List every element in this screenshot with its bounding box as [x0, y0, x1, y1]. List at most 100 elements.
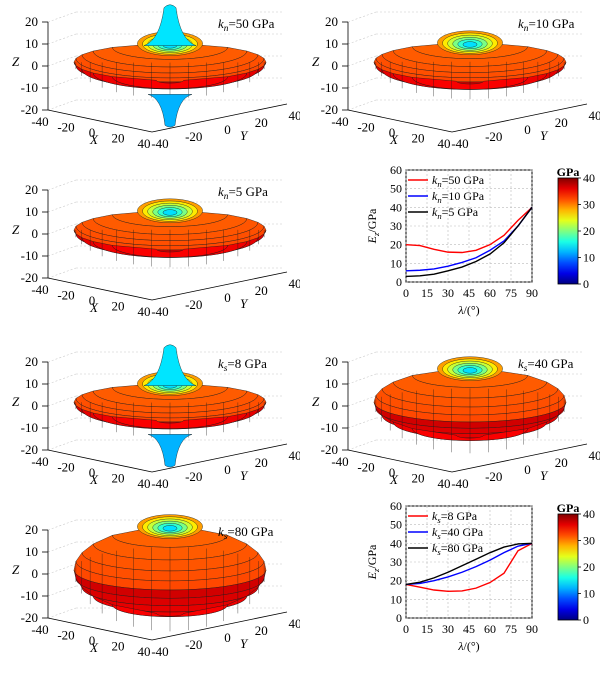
grid-line: [347, 351, 377, 363]
z-tick-label: 10: [25, 204, 38, 219]
grid-line: [47, 201, 77, 213]
x-axis: [347, 449, 453, 473]
y-axis-label: Y: [240, 468, 249, 483]
y-tick-label: 0: [524, 462, 531, 477]
y-tick-label: -40: [151, 476, 168, 491]
surface-peak-top: [143, 4, 197, 46]
surface-peak-bottom: [147, 94, 193, 128]
y-tick-label: 50: [390, 518, 402, 532]
chart-series: [405, 206, 533, 278]
surface-mesh: [73, 4, 267, 128]
series-line: [405, 206, 533, 254]
colorbar-tick-label: 40: [583, 507, 595, 521]
surface-mesh: [73, 198, 267, 268]
z-tick-label: 10: [25, 376, 38, 391]
x-axis-label: X: [89, 300, 99, 315]
x-tick-label: 60: [484, 622, 496, 636]
surface-mesh: [373, 356, 567, 454]
y-axis: [151, 103, 288, 133]
y-tick-label: 20: [555, 115, 568, 130]
y-tick-label: -20: [185, 637, 202, 652]
grid-line: [47, 245, 77, 257]
y-tick-label: 40: [289, 616, 301, 631]
x-tick-label: 20: [412, 131, 425, 146]
y-tick-label: -40: [151, 304, 168, 319]
z-tick-label: -10: [321, 420, 338, 435]
x-axis-label: X: [389, 472, 399, 487]
colorbar-tick-label: 30: [583, 198, 595, 212]
x-tick-label: 40: [138, 136, 151, 151]
z-tick-label: -10: [321, 80, 338, 95]
y-tick-label: 0: [396, 275, 402, 289]
surface-title: ks=40 GPa: [518, 356, 574, 374]
y-tick-label: 50: [390, 182, 402, 196]
surface-title: kn=5 GPa: [218, 184, 268, 202]
series-line: [405, 542, 533, 593]
z-axis-label: Z: [12, 562, 20, 577]
y-tick-label: 0: [224, 122, 231, 137]
x-tick-label: -40: [331, 114, 348, 129]
x-tick-label: 40: [138, 304, 151, 319]
z-tick-label: -20: [321, 442, 338, 457]
z-axis-label: Z: [12, 54, 20, 69]
colorbar-tick-label: 20: [583, 560, 595, 574]
surface-band: [412, 428, 528, 441]
y-tick-label: 40: [289, 108, 301, 123]
y-tick-label: 0: [224, 630, 231, 645]
surface-band: [412, 77, 528, 90]
x-tick-label: 90: [526, 286, 538, 300]
x-tick-label: 0: [89, 465, 96, 480]
grid-line: [347, 11, 377, 23]
grid-line: [347, 99, 377, 111]
y-axis: [151, 611, 288, 641]
grid-line: [347, 55, 377, 67]
grid-line: [47, 607, 77, 619]
y-tick-label: -20: [185, 469, 202, 484]
x-tick-label: 15: [421, 622, 433, 636]
grid-line: [47, 519, 77, 531]
grid-line: [47, 267, 77, 279]
surface-band: [112, 245, 228, 258]
z-tick-label: 20: [25, 14, 38, 29]
z-tick-label: 0: [332, 58, 339, 73]
y-tick-label: -20: [485, 469, 502, 484]
y-axis: [451, 443, 588, 473]
x-tick-label: 40: [438, 136, 451, 151]
y-tick-label: 60: [390, 499, 402, 513]
y-tick-label: 40: [390, 536, 402, 550]
y-tick-label: -40: [151, 644, 168, 659]
legend-label: kn=5 GPa: [432, 205, 479, 221]
x-tick-label: 20: [112, 471, 125, 486]
chart-axes: 0 15 30 45 60 75 90 0 10 20 30 40 50 60 λ/(°) Ez/GPa: [365, 163, 538, 317]
y-tick-label: 20: [390, 574, 402, 588]
x-tick-label: 0: [403, 286, 409, 300]
z-tick-label: 0: [32, 398, 39, 413]
colorbar-tick-label: 10: [583, 587, 595, 601]
x-tick-label: -20: [57, 288, 74, 303]
grid-line: [347, 417, 377, 429]
y-tick-label: 20: [255, 623, 268, 638]
y-tick-label: 30: [390, 555, 402, 569]
x-tick-label: -20: [57, 628, 74, 643]
z-tick-label: 0: [32, 58, 39, 73]
grid-line: [347, 33, 377, 45]
y-tick-label: -20: [485, 129, 502, 144]
z-tick-label: 20: [25, 354, 38, 369]
x-tick-label: 20: [112, 639, 125, 654]
z-tick-label: 20: [25, 522, 38, 537]
surface-mesh: [73, 344, 267, 468]
grid-line: [47, 11, 77, 23]
y-tick-label: 40: [289, 448, 301, 463]
z-axis-label: Z: [312, 54, 320, 69]
x-axis-label: X: [89, 472, 99, 487]
x-tick-label: -20: [57, 120, 74, 135]
grid-line: [47, 179, 77, 191]
surface-cap-ring: [462, 41, 478, 48]
x-axis-label: X: [389, 132, 399, 147]
surface-cap-ring: [462, 367, 478, 374]
y-tick-label: -40: [451, 136, 468, 151]
